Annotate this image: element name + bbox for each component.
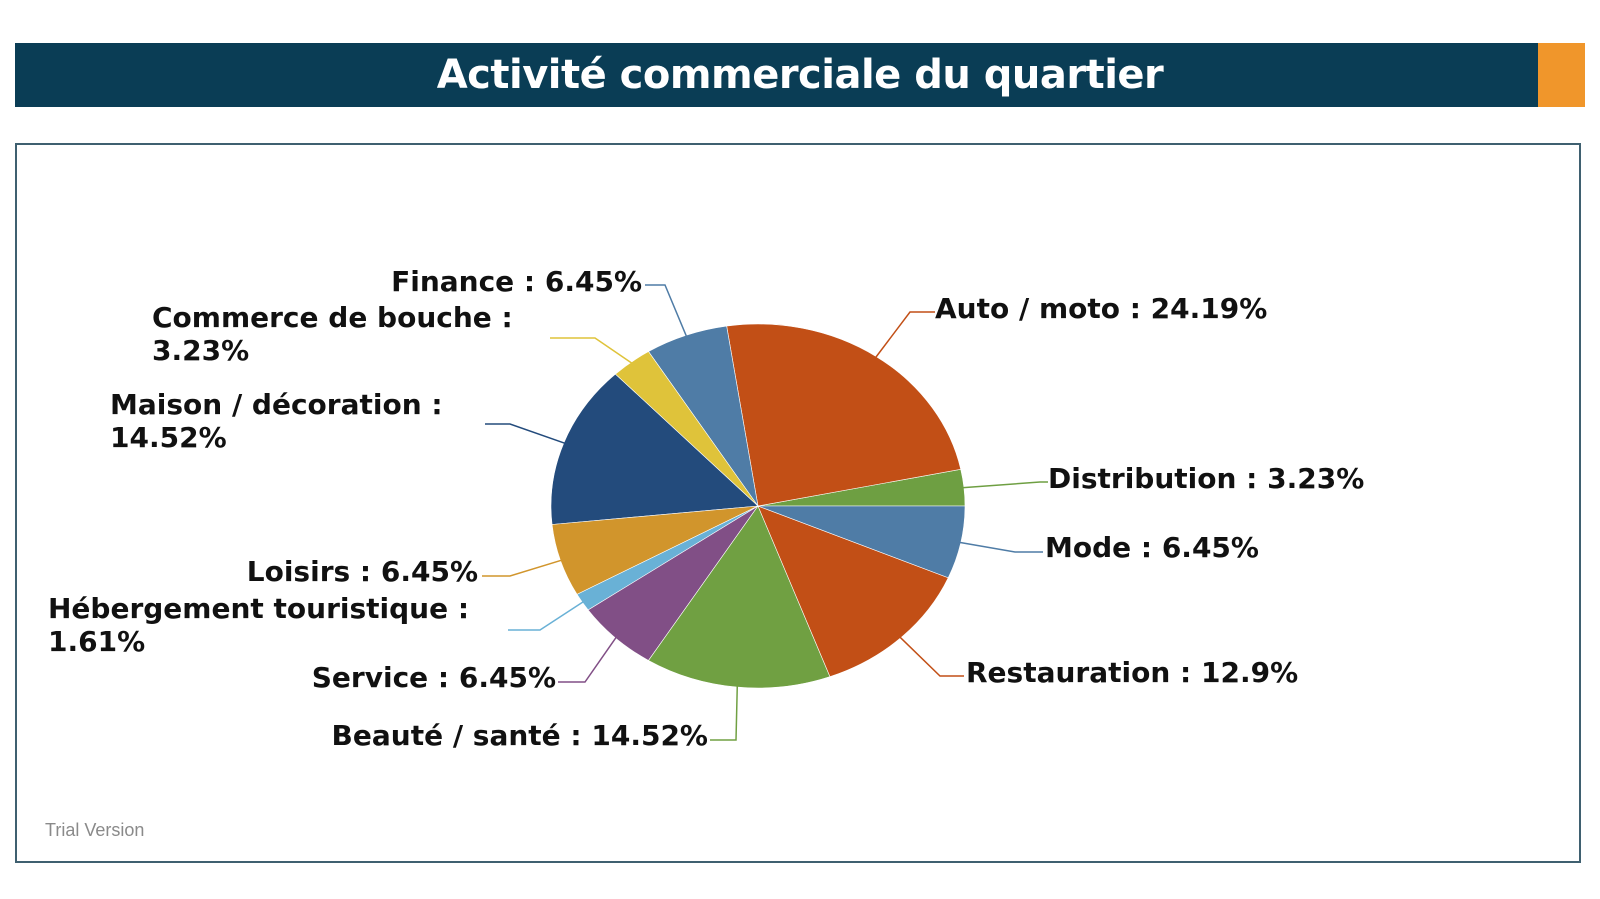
slice-label: Mode : 6.45% [1045,531,1259,564]
watermark-text: Trial Version [45,820,145,840]
leader-line [958,541,1043,553]
leader-line [898,635,964,677]
leader-line [508,600,585,631]
slice-label: Hébergement touristique :1.61% [48,592,469,658]
leader-line [485,423,566,445]
leader-line [961,481,1048,489]
banner-accent [1538,43,1585,107]
header-banner: Activité commerciale du quartier [15,43,1585,107]
slice-label: Service : 6.45% [312,661,556,694]
slice-label: Restauration : 12.9% [966,656,1298,689]
leader-line [710,685,739,741]
slice-label: Distribution : 3.23% [1048,462,1364,495]
leader-line [874,311,935,359]
page-title: Activité commerciale du quartier [436,52,1164,98]
slice-label: Loisirs : 6.45% [247,555,478,588]
leader-line [550,337,633,365]
slice-label: Auto / moto : 24.19% [935,292,1267,325]
slice-label: Finance : 6.45% [391,265,642,298]
leader-line [558,636,618,683]
leader-line [645,284,688,338]
chart-frame: Trial Version [15,143,1581,863]
slice-label: Maison / décoration :14.52% [110,388,443,454]
slice-label: Commerce de bouche :3.23% [152,301,513,367]
slice-label: Beauté / santé : 14.52% [332,719,708,752]
leader-line [482,559,563,577]
